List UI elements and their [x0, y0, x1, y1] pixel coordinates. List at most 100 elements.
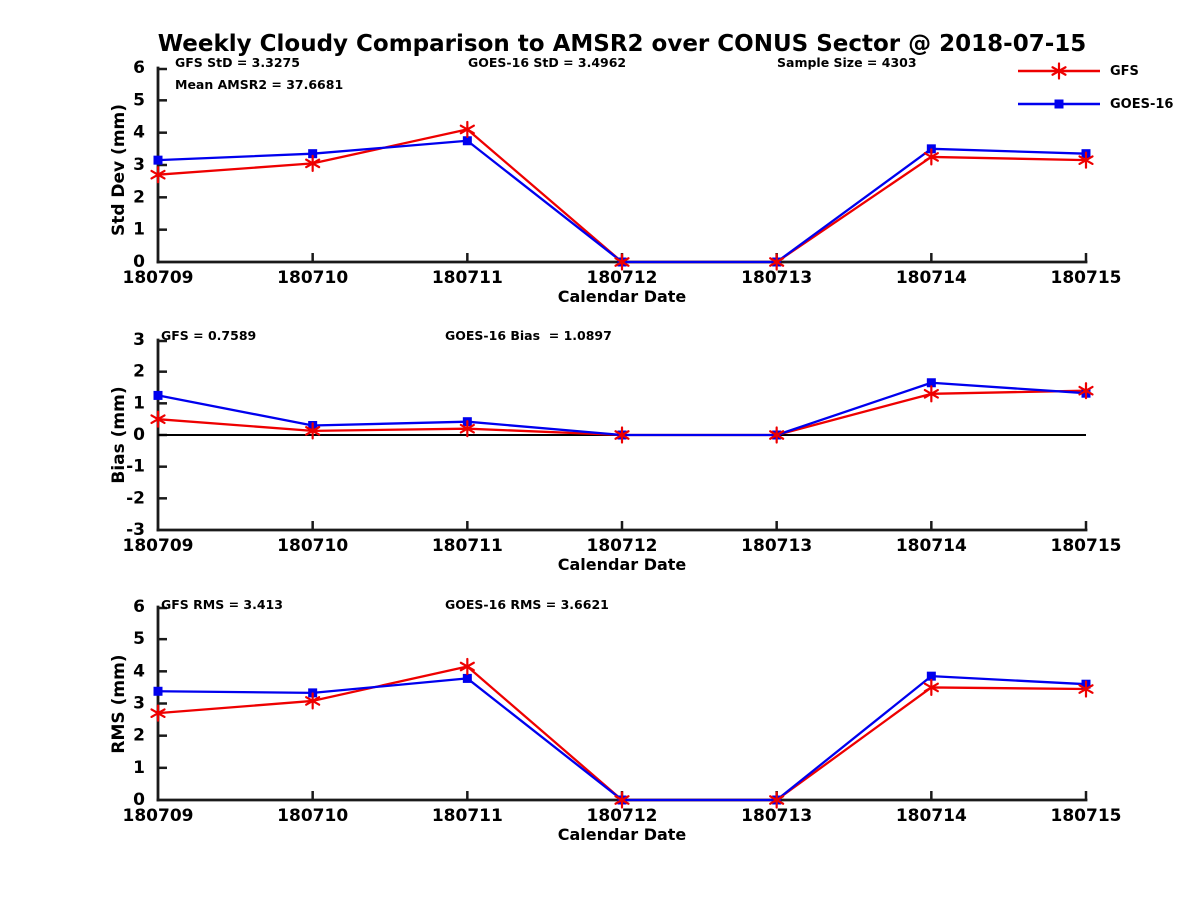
- gfs-line-asterisk-icon: [1018, 62, 1100, 80]
- legend-item-goes16: GOES-16: [1016, 94, 1173, 114]
- figure-title: Weekly Cloudy Comparison to AMSR2 over C…: [157, 31, 1087, 57]
- annotation-mean-amsr2: Mean AMSR2 = 37.6681: [175, 77, 344, 92]
- goes-16-marker: [153, 155, 163, 165]
- gfs-marker: [923, 148, 939, 166]
- gfs-marker: [769, 791, 785, 809]
- gfs-marker: [614, 426, 630, 444]
- x-tick-label: 180712: [587, 268, 658, 288]
- y-tick-label: 2: [133, 187, 145, 207]
- x-tick-label: 180714: [896, 806, 967, 826]
- gfs-marker: [1078, 382, 1094, 400]
- annotation-goes16-std: GOES-16 StD = 3.4962: [468, 55, 627, 70]
- goes16-line-square-icon: [1018, 99, 1100, 109]
- y-tick-label: -1: [126, 457, 145, 477]
- x-tick-label: 180711: [432, 268, 503, 288]
- y-tick-label: -3: [126, 520, 145, 540]
- y-tick-label: -2: [126, 488, 145, 508]
- annotation-gfs-bias: GFS = 0.7589: [161, 328, 257, 343]
- goes-16-marker: [308, 149, 318, 159]
- gfs-marker: [459, 420, 475, 438]
- y-tick-label: 4: [133, 661, 145, 681]
- gfs-marker: [150, 704, 166, 722]
- x-tick-label: 180713: [741, 268, 812, 288]
- goes-16-series-line: [157, 139, 1087, 264]
- goes-16-marker: [153, 686, 163, 696]
- y-tick-label: 3: [133, 694, 145, 714]
- annotation-goes16-bias: GOES-16 Bias = 1.0897: [445, 328, 612, 343]
- x-tick-label: 180715: [1051, 536, 1122, 556]
- stddev-y-axis-label: Std Dev (mm): [109, 103, 129, 237]
- y-tick-label: 0: [133, 252, 145, 272]
- legend-marker: [1054, 99, 1064, 109]
- gfs-marker: [1078, 151, 1094, 169]
- gfs-series-line: [157, 665, 1087, 802]
- gfs-marker: [459, 120, 475, 139]
- x-tick-label: 180711: [432, 536, 503, 556]
- annotation-goes16-rms: GOES-16 RMS = 3.6621: [445, 597, 609, 612]
- gfs-marker: [614, 791, 630, 809]
- y-tick-label: 1: [133, 220, 145, 240]
- y-tick-label: 2: [133, 726, 145, 746]
- y-tick-label: 3: [133, 330, 145, 350]
- x-tick-label: 180715: [1051, 806, 1122, 826]
- legend-label-gfs: GFS: [1110, 63, 1139, 79]
- goes-16-series-line: [157, 675, 1087, 802]
- goes-16-marker: [926, 671, 936, 681]
- legend-label-goes16: GOES-16: [1110, 96, 1174, 112]
- x-tick-label: 180715: [1051, 268, 1122, 288]
- bias-y-axis-label: Bias (mm): [109, 386, 129, 484]
- x-tick-label: 180710: [277, 806, 348, 826]
- gfs-marker: [769, 253, 785, 271]
- gfs-marker: [150, 166, 166, 184]
- stddev-plot-area: 0 1 2 3 4 5 6 180709 180710 180711 180712 180713 180…: [123, 58, 1122, 288]
- annotation-sample-size: Sample Size = 4303: [777, 55, 917, 70]
- goes-16-marker: [153, 390, 163, 400]
- annotation-gfs-std: GFS StD = 3.3275: [175, 55, 300, 70]
- x-tick-label: 180712: [587, 536, 658, 556]
- legend-item-gfs: GFS: [1016, 61, 1173, 81]
- gfs-marker: [923, 678, 939, 697]
- gfs-marker: [459, 657, 475, 676]
- x-tick-label: 180714: [896, 268, 967, 288]
- x-tick-label: 180712: [587, 806, 658, 826]
- y-tick-label: 5: [133, 629, 145, 649]
- gfs-marker: [305, 154, 321, 172]
- y-tick-label: 1: [133, 393, 145, 413]
- y-tick-label: 4: [133, 123, 145, 143]
- gfs-marker: [150, 410, 166, 428]
- y-tick-label: 6: [133, 597, 145, 617]
- y-tick-label: 3: [133, 155, 145, 175]
- x-tick-label: 180714: [896, 536, 967, 556]
- y-tick-label: 0: [133, 790, 145, 810]
- goes-16-marker: [926, 378, 936, 388]
- rms-y-axis-label: RMS (mm): [109, 654, 129, 754]
- goes-16-marker: [462, 673, 472, 683]
- x-tick-label: 180713: [741, 806, 812, 826]
- rms-x-axis-label: Calendar Date: [557, 825, 687, 844]
- gfs-marker: [923, 385, 939, 403]
- gfs-marker: [769, 426, 785, 444]
- y-tick-label: 2: [133, 362, 145, 382]
- x-tick-label: 180711: [432, 806, 503, 826]
- x-tick-label: 180709: [123, 806, 194, 826]
- y-tick-label: 0: [133, 425, 145, 445]
- x-tick-label: 180709: [123, 536, 194, 556]
- y-tick-label: 5: [133, 90, 145, 110]
- legend-marker: [1051, 62, 1067, 80]
- annotation-gfs-rms: GFS RMS = 3.413: [161, 597, 283, 612]
- gfs-marker: [305, 422, 321, 440]
- gfs-marker: [614, 253, 630, 271]
- y-tick-label: 6: [133, 58, 145, 78]
- legend: GFS GOES-16: [1016, 61, 1173, 114]
- rms-plot-area: 0 1 2 3 4 5 6 180709 180710 180711 180712 180713 180…: [123, 597, 1122, 826]
- stddev-x-axis-label: Calendar Date: [557, 287, 687, 306]
- bias-x-axis-label: Calendar Date: [557, 555, 687, 574]
- x-tick-label: 180710: [277, 536, 348, 556]
- x-tick-label: 180710: [277, 268, 348, 288]
- goes-16-marker: [462, 136, 472, 146]
- x-tick-label: 180713: [741, 536, 812, 556]
- x-tick-label: 180709: [123, 268, 194, 288]
- y-tick-label: 1: [133, 758, 145, 778]
